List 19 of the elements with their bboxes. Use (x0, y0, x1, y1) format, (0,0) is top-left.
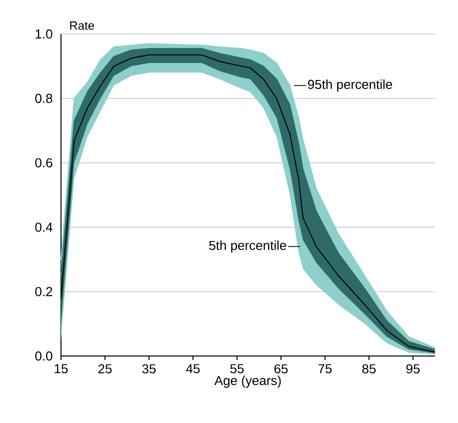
annotation: 95th percentile (308, 79, 392, 92)
y-axis-title: Rate (70, 21, 94, 30)
y-tick-label: 0.8 (35, 94, 52, 103)
y-tick-label: 0.4 (35, 222, 52, 232)
y-tick-label: 1.0 (36, 29, 52, 39)
x-tick-label: 85 (362, 364, 376, 374)
y-tick-label: 0.2 (35, 286, 52, 296)
x-tick-label: 75 (318, 364, 332, 374)
x-tick-label: 95 (406, 364, 420, 374)
x-tick-label: 25 (98, 364, 112, 374)
x-tick-label: 65 (274, 364, 288, 374)
annotation: 5th percentile (209, 240, 286, 253)
x-tick-label: 35 (142, 364, 156, 374)
x-axis-title: Age (years) (214, 376, 281, 388)
x-tick-label: 15 (54, 364, 68, 374)
x-tick-label: 55 (230, 364, 244, 374)
y-tick-label: 0.0 (35, 351, 52, 361)
x-tick-label: 45 (186, 364, 200, 374)
y-tick-label: 0.6 (35, 158, 52, 168)
